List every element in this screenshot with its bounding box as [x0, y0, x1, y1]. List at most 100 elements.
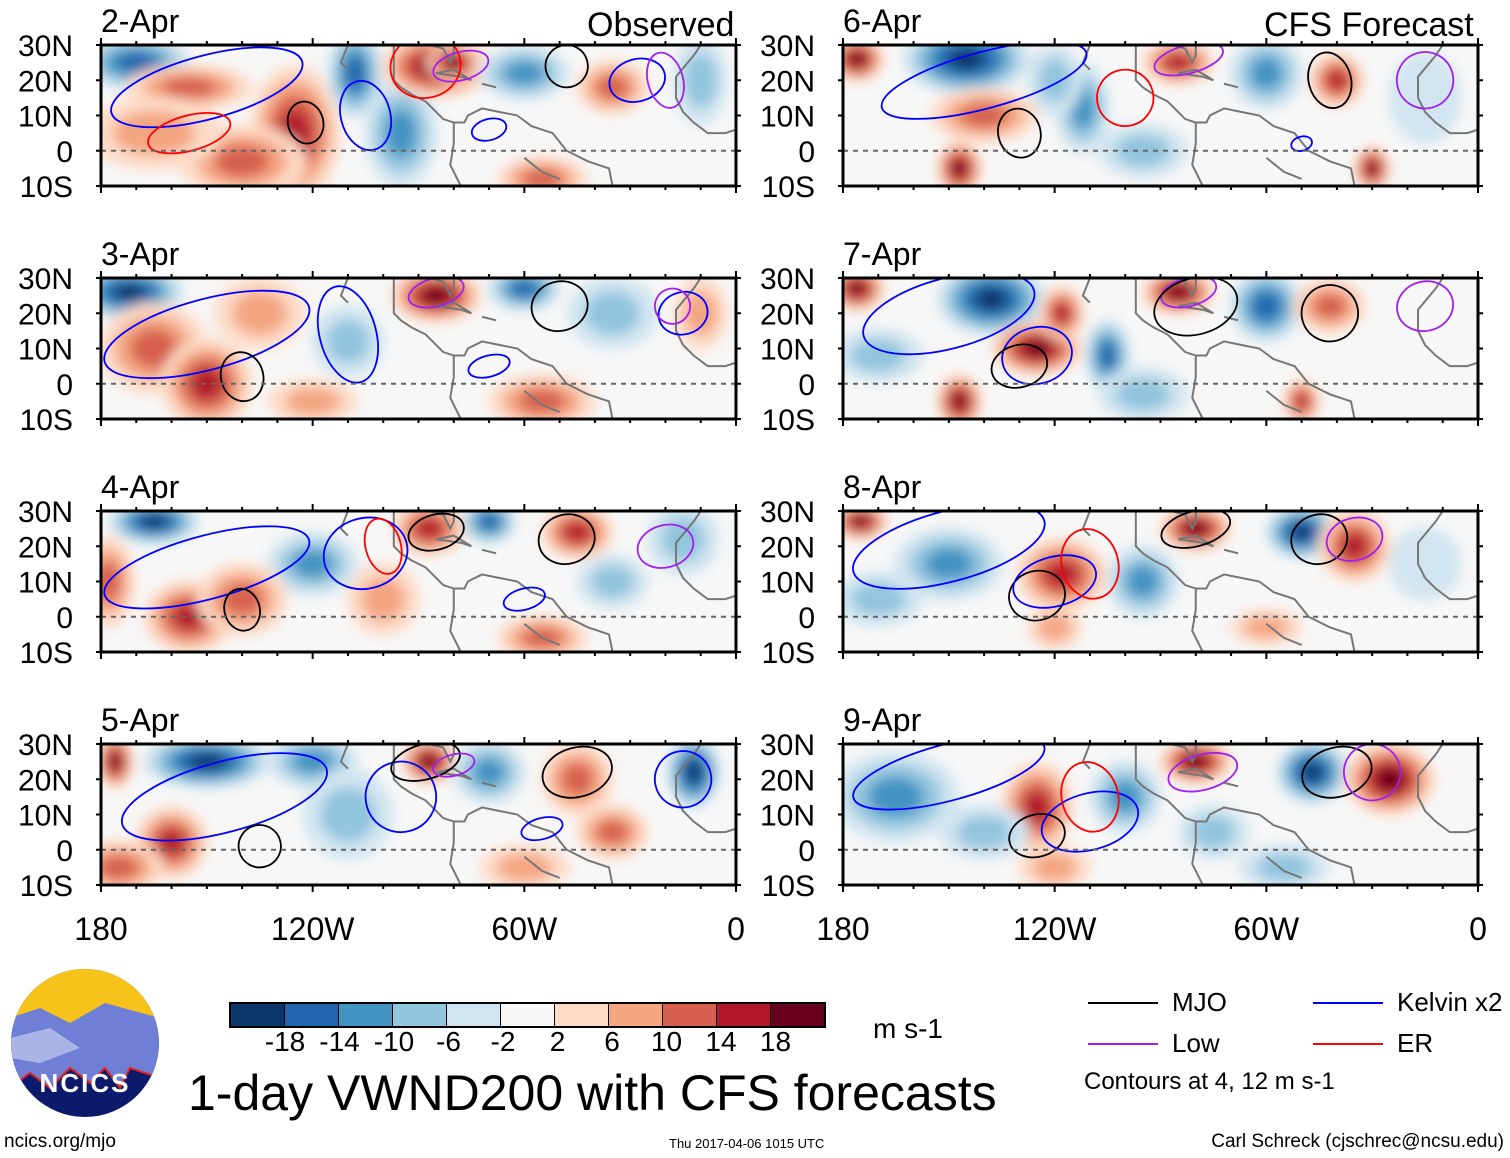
- coastline: [675, 744, 736, 834]
- wave-contour: [103, 289, 311, 379]
- coastline: [1223, 82, 1239, 89]
- wind-anomaly-shading: [285, 387, 341, 416]
- legend-kelvin: Kelvin x2: [1313, 987, 1503, 1018]
- legend-line-er: [1313, 1042, 1383, 1045]
- wind-anomaly-shading: [325, 319, 370, 364]
- wind-anomaly-shading: [1342, 534, 1367, 559]
- wave-contour: [363, 517, 403, 575]
- lat-tick-label: 30N: [760, 729, 815, 762]
- lat-tick-label: 30N: [760, 30, 815, 63]
- wave-contour: [286, 100, 325, 145]
- wind-anomaly-shading: [1168, 285, 1189, 299]
- wind-anomaly-shading: [1185, 522, 1206, 535]
- coastline: [675, 511, 736, 601]
- wind-anomaly-shading: [565, 522, 590, 542]
- wave-contour: [1396, 280, 1454, 333]
- wind-anomaly-shading: [479, 513, 499, 530]
- coastline: [1160, 511, 1197, 531]
- wind-anomaly-shading: [561, 763, 593, 795]
- lat-tick-label: 0: [798, 369, 815, 402]
- lat-tick-label: 10N: [18, 101, 73, 134]
- wind-anomaly-shading: [189, 754, 225, 770]
- coastline: [481, 781, 497, 788]
- coastline: [523, 157, 560, 180]
- coastline: [418, 744, 455, 764]
- coastline: [1223, 548, 1239, 555]
- wind-anomaly-shading: [159, 830, 184, 855]
- wind-anomaly-shading: [416, 519, 442, 538]
- colorbar-swatch: [663, 1004, 717, 1026]
- coastline: [1177, 534, 1214, 548]
- lat-tick-label: 30N: [760, 496, 815, 529]
- coastline: [418, 278, 455, 298]
- wind-anomaly-shading: [1046, 562, 1078, 587]
- colorbar-swatch: [231, 1004, 285, 1026]
- coastline: [1417, 511, 1478, 601]
- coastline: [1191, 588, 1204, 652]
- colorbar-swatch: [771, 1004, 824, 1026]
- wind-anomaly-shading: [423, 288, 449, 304]
- panel-date-label: 8-Apr: [843, 469, 922, 505]
- footer-timestamp: Thu 2017-04-06 1015 UTC: [669, 1136, 825, 1151]
- lon-tick-label: 180: [74, 911, 127, 947]
- wave-contour: [1290, 513, 1349, 566]
- wind-anomaly-shading: [925, 548, 973, 580]
- panel-date-label: 4-Apr: [101, 469, 180, 505]
- coastline: [481, 315, 497, 322]
- legend-line-mjo: [1088, 1001, 1158, 1004]
- wave-contour: [636, 523, 695, 569]
- coastline: [1134, 744, 1356, 885]
- coastline: [1160, 278, 1197, 298]
- lat-tick-label: 20N: [760, 531, 815, 564]
- wave-contour: [653, 750, 713, 809]
- wave-contour: [223, 587, 261, 632]
- wind-anomaly-shading: [686, 762, 702, 783]
- wave-contour: [120, 752, 329, 842]
- wind-anomaly-shading: [1314, 294, 1346, 318]
- coastline: [1265, 856, 1302, 879]
- wind-anomaly-shading: [518, 389, 566, 414]
- coastline: [1177, 68, 1214, 82]
- wind-anomaly-shading: [953, 160, 966, 176]
- lat-tick-label: 20N: [18, 531, 73, 564]
- wind-anomaly-shading: [101, 855, 139, 880]
- coastline: [1417, 278, 1478, 368]
- lat-tick-label: 20N: [760, 65, 815, 98]
- lat-tick-label: 10S: [20, 637, 73, 670]
- wind-anomaly-shading: [960, 103, 1008, 128]
- wind-anomaly-shading: [850, 339, 906, 373]
- wind-anomaly-shading: [1291, 524, 1312, 540]
- wind-anomaly-shading: [953, 393, 966, 409]
- colorbar-tick-label: -14: [319, 1026, 360, 1057]
- wave-contour: [407, 512, 465, 552]
- wave-contour: [1096, 68, 1155, 127]
- wind-anomaly-shading: [1127, 565, 1159, 598]
- lat-tick-label: 10S: [762, 171, 815, 204]
- wind-anomaly-shading: [345, 57, 365, 89]
- legend-label: MJO: [1172, 987, 1227, 1017]
- wind-anomaly-shading: [684, 291, 718, 336]
- colorbar-swatch: [339, 1004, 393, 1026]
- units-label: m s-1: [873, 1013, 943, 1044]
- lon-tick-label: 180: [816, 911, 869, 947]
- forecast-label: CFS Forecast: [1264, 6, 1474, 44]
- wave-contour: [432, 752, 476, 778]
- wave-contour: [530, 280, 589, 333]
- wind-anomaly-shading: [473, 758, 505, 786]
- coastline: [1081, 278, 1091, 304]
- wave-contour: [322, 516, 409, 590]
- wave-contour: [997, 107, 1042, 159]
- wind-anomaly-shading: [1256, 853, 1312, 882]
- wind-anomaly-shading: [421, 755, 437, 768]
- wind-anomaly-shading: [141, 515, 167, 528]
- coastline: [339, 278, 349, 304]
- footer-url[interactable]: ncics.org/mjo: [4, 1131, 116, 1152]
- coastline: [339, 744, 349, 770]
- wave-contour: [339, 79, 393, 152]
- coastline: [523, 623, 560, 646]
